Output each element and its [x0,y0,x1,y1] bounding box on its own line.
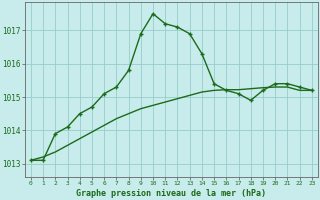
X-axis label: Graphe pression niveau de la mer (hPa): Graphe pression niveau de la mer (hPa) [76,189,266,198]
